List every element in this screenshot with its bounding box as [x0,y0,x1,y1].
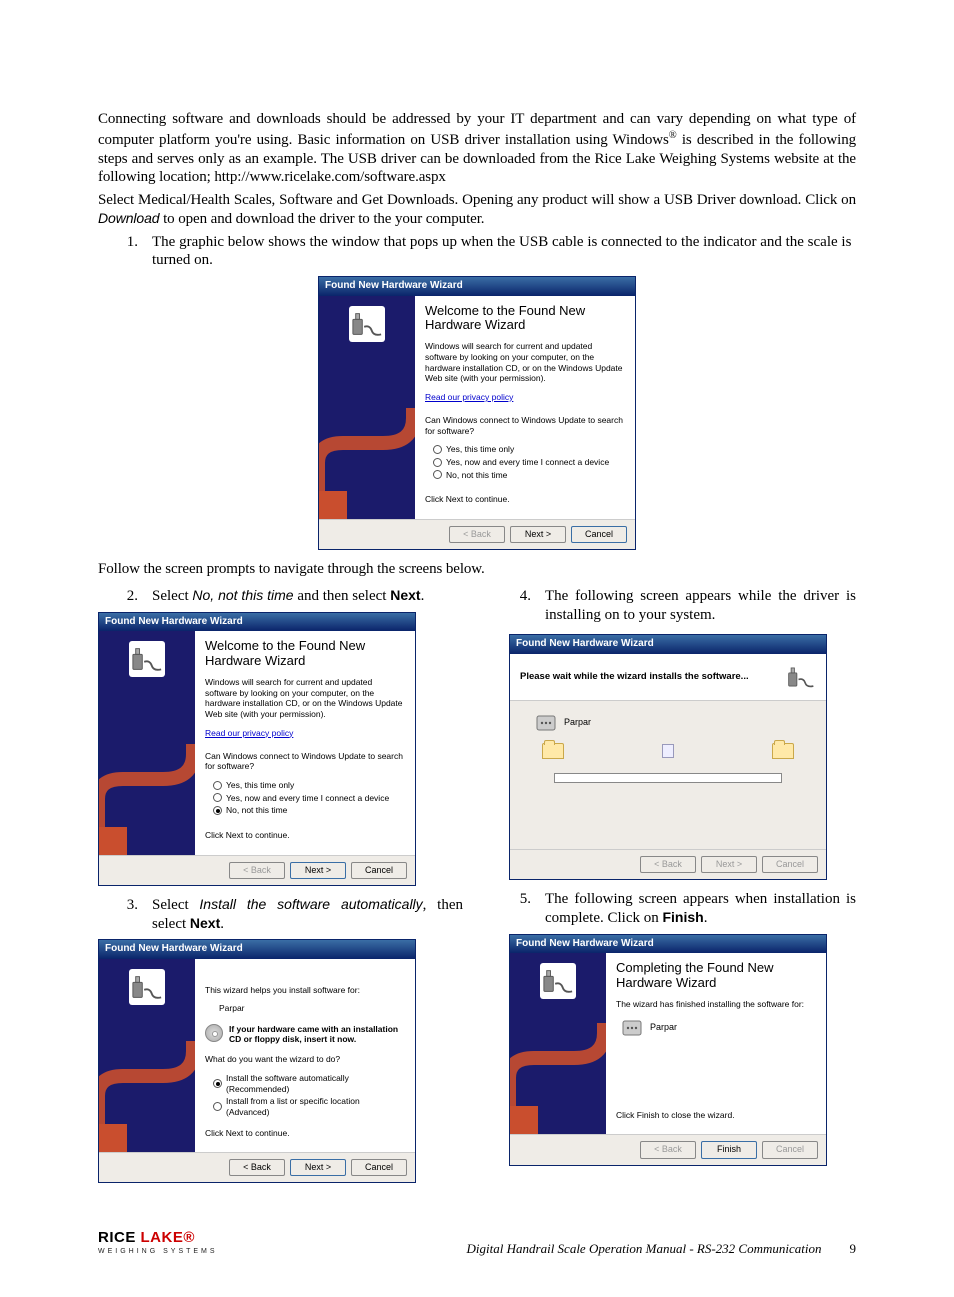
cd-hint: If your hardware came with an installati… [205,1024,405,1044]
radio-list[interactable]: Install from a list or specific location… [213,1096,405,1117]
wizard-description: Windows will search for current and upda… [425,341,625,384]
step-3-num: 3. [98,896,152,934]
step-2-text: Select No, not this time and then select… [152,587,463,606]
cable-art-icon [99,1036,195,1152]
back-button[interactable]: < Back [640,856,696,873]
back-button[interactable]: < Back [640,1141,696,1158]
whatdo-text: What do you want the wizard to do? [205,1054,405,1065]
progress-animation [530,733,806,767]
wizard-sidepanel [319,296,415,519]
usb-icon [786,662,816,692]
usb-icon [129,969,165,1005]
step-5-num: 5. [491,890,545,928]
click-next-text: Click Next to continue. [205,830,405,841]
click-finish-text: Click Finish to close the wizard. [616,1110,816,1121]
folder-src-icon [542,743,564,759]
cable-art-icon [319,403,415,519]
helps-text: This wizard helps you install software f… [205,985,405,996]
wizard-heading: Welcome to the Found New Hardware Wizard [425,304,625,334]
wizard3-sidepanel [99,959,195,1152]
radio-yes-always[interactable]: Yes, now and every time I connect a devi… [433,457,625,468]
wizard2-question: Can Windows connect to Windows Update to… [205,751,405,772]
step-3: 3. Select Install the software automatic… [98,896,463,934]
cable-art-icon [99,739,195,855]
back-button[interactable]: < Back [229,1159,285,1176]
port-icon [536,713,556,733]
figure-wizard-1: Found New Hardware Wizard Welcome to the… [98,276,856,550]
wizard5-titlebar: Found New Hardware Wizard [510,935,826,954]
finish-button[interactable]: Finish [701,1141,757,1158]
cancel-button[interactable]: Cancel [762,1141,818,1158]
back-button[interactable]: < Back [449,526,505,543]
next-button[interactable]: Next > [510,526,566,543]
next-button[interactable]: Next > [701,856,757,873]
cancel-button[interactable]: Cancel [571,526,627,543]
step-4-text: The following screen appears while the d… [545,587,856,625]
wizard2-titlebar: Found New Hardware Wizard [99,613,415,632]
radio-yes-once[interactable]: Yes, this time only [433,444,625,455]
cancel-button[interactable]: Cancel [762,856,818,873]
page-number: 9 [850,1241,857,1257]
step-4: 4. The following screen appears while th… [491,587,856,625]
step-2-num: 2. [98,587,152,606]
step-4-num: 4. [491,587,545,625]
step-5-text: The following screen appears when instal… [545,890,856,928]
follow-prompts-text: Follow the screen prompts to navigate th… [98,560,856,579]
radio-no[interactable]: No, not this time [433,470,625,481]
step-3-text: Select Install the software automaticall… [152,896,463,934]
wizard5-description: The wizard has finished installing the s… [616,999,816,1010]
usb-icon [129,641,165,677]
cancel-button[interactable]: Cancel [351,862,407,879]
progress-bar [554,773,782,783]
privacy-link[interactable]: Read our privacy policy [205,728,293,738]
cd-icon [205,1024,223,1042]
device-name: Parpar [564,717,591,728]
cable-art-icon [510,1018,606,1134]
footer-title: Digital Handrail Scale Operation Manual … [467,1241,822,1257]
usb-icon [349,306,385,342]
click-next-text: Click Next to continue. [425,494,625,505]
usb-icon [540,963,576,999]
radio-auto-selected[interactable]: Install the software automatically (Reco… [213,1073,405,1094]
next-button[interactable]: Next > [290,862,346,879]
wizard-question: Can Windows connect to Windows Update to… [425,415,625,436]
privacy-link[interactable]: Read our privacy policy [425,392,513,402]
device-name: Parpar [219,1003,405,1014]
step-1-text: The graphic below shows the window that … [152,233,856,271]
wizard3-titlebar: Found New Hardware Wizard [99,940,415,959]
radio-yes-always[interactable]: Yes, now and every time I connect a devi… [213,793,405,804]
document-fly-icon [662,744,674,758]
back-button[interactable]: < Back [229,862,285,879]
please-wait-text: Please wait while the wizard installs th… [520,671,786,683]
wizard5-sidepanel [510,953,606,1134]
page-footer: RICE LAKE® WEIGHING SYSTEMS Digital Hand… [98,1229,856,1257]
step-5: 5. The following screen appears when ins… [491,890,856,928]
click-next-text: Click Next to continue. [205,1128,405,1139]
wizard2-heading: Welcome to the Found New Hardware Wizard [205,639,405,669]
port-icon [622,1018,642,1038]
folder-dst-icon [772,743,794,759]
wizard-titlebar: Found New Hardware Wizard [319,277,635,296]
radio-yes-once[interactable]: Yes, this time only [213,780,405,791]
device-name: Parpar [650,1022,677,1033]
step-2: 2. Select No, not this time and then sel… [98,587,463,606]
brand-logo: RICE LAKE® WEIGHING SYSTEMS [98,1229,218,1257]
intro-para-2: Select Medical/Health Scales, Software a… [98,191,856,229]
wizard2-sidepanel [99,631,195,854]
cancel-button[interactable]: Cancel [351,1159,407,1176]
wizard2-description: Windows will search for current and upda… [205,677,405,720]
wizard4-titlebar: Found New Hardware Wizard [510,635,826,654]
step-1-num: 1. [98,233,152,271]
intro-para-1: Connecting software and downloads should… [98,110,856,187]
next-button[interactable]: Next > [290,1159,346,1176]
radio-no-selected[interactable]: No, not this time [213,805,405,816]
wizard5-heading: Completing the Found New Hardware Wizard [616,961,816,991]
step-1: 1. The graphic below shows the window th… [98,233,856,271]
